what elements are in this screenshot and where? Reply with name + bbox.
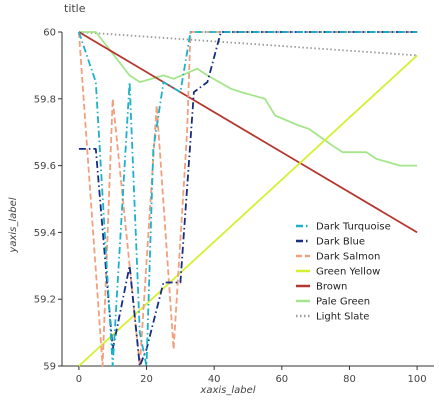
legend-label: Green Yellow [316,267,380,278]
legend: Dark Turquoise Dark Blue Dark Salmon Green … [296,222,391,323]
x-tick-label: 40 [208,374,221,385]
legend-label: Dark Salmon [316,252,380,263]
series-layer [78,31,418,367]
x-tick-label: 80 [343,374,356,385]
x-tick-label: 0 [76,374,82,385]
x-tick-label: 100 [408,374,427,385]
x-tick-label: 60 [275,374,288,385]
y-tick-label: 60 [43,28,56,39]
y-axis-label: yaxis_label [8,197,19,253]
legend-label: Dark Blue [316,237,365,248]
series-line-dark-turquoise [78,31,418,367]
legend-label: Dark Turquoise [316,222,391,233]
y-tick-label: 59.6 [34,161,56,172]
x-axis-label: xaxis_label [199,385,255,396]
legend-label: Pale Green [316,297,370,308]
y-tick-label: 59.2 [34,295,56,306]
y-tick-label: 59.8 [34,94,56,105]
x-tick-label: 20 [140,374,153,385]
y-tick-label: 59 [43,362,56,373]
legend-label: Brown [316,282,347,293]
chart-title: title [64,2,86,15]
series-line-brown [78,31,418,234]
series-line-dark-blue [78,31,418,367]
axes: 0 20 40 60 80 100 59 59.2 59.4 59.6 59.8 60 [34,28,434,385]
series-line-light-slate [78,31,418,57]
series-line-pale-green [78,31,418,167]
y-tick-label: 59.4 [34,228,56,239]
legend-label: Light Slate [316,312,369,323]
